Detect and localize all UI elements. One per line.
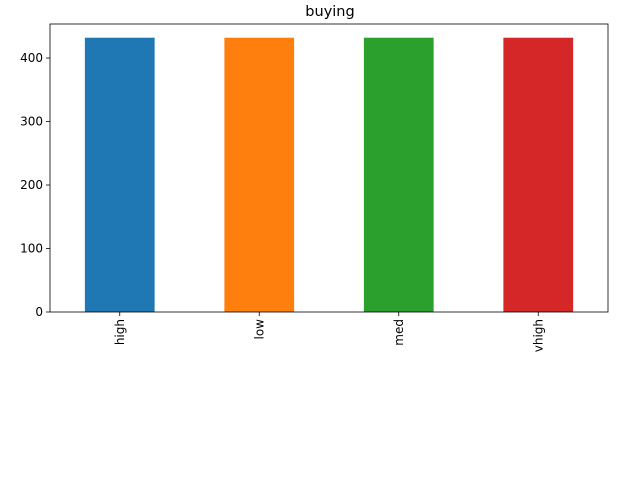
y-tick-label: 100: [20, 242, 43, 256]
bar-vhigh: [503, 37, 574, 312]
y-tick-label: 400: [20, 51, 43, 65]
bar-low: [224, 37, 295, 312]
x-tick-label: vhigh: [531, 319, 545, 352]
x-tick-label: low: [252, 319, 266, 340]
x-tick-label: med: [392, 319, 406, 346]
x-tick-label: high: [113, 319, 127, 345]
x-axis: high low med vhigh: [113, 312, 545, 352]
chart-title: buying: [305, 4, 354, 20]
bar-med: [363, 37, 434, 312]
y-tick-label: 200: [20, 178, 43, 192]
y-axis: 0 100 200 300 400: [20, 51, 50, 319]
bars-group: [84, 37, 574, 312]
bar-high: [84, 37, 155, 312]
axes-frame: [49, 23, 609, 313]
y-tick-label: 0: [35, 305, 43, 319]
y-tick-label: 300: [20, 115, 43, 129]
